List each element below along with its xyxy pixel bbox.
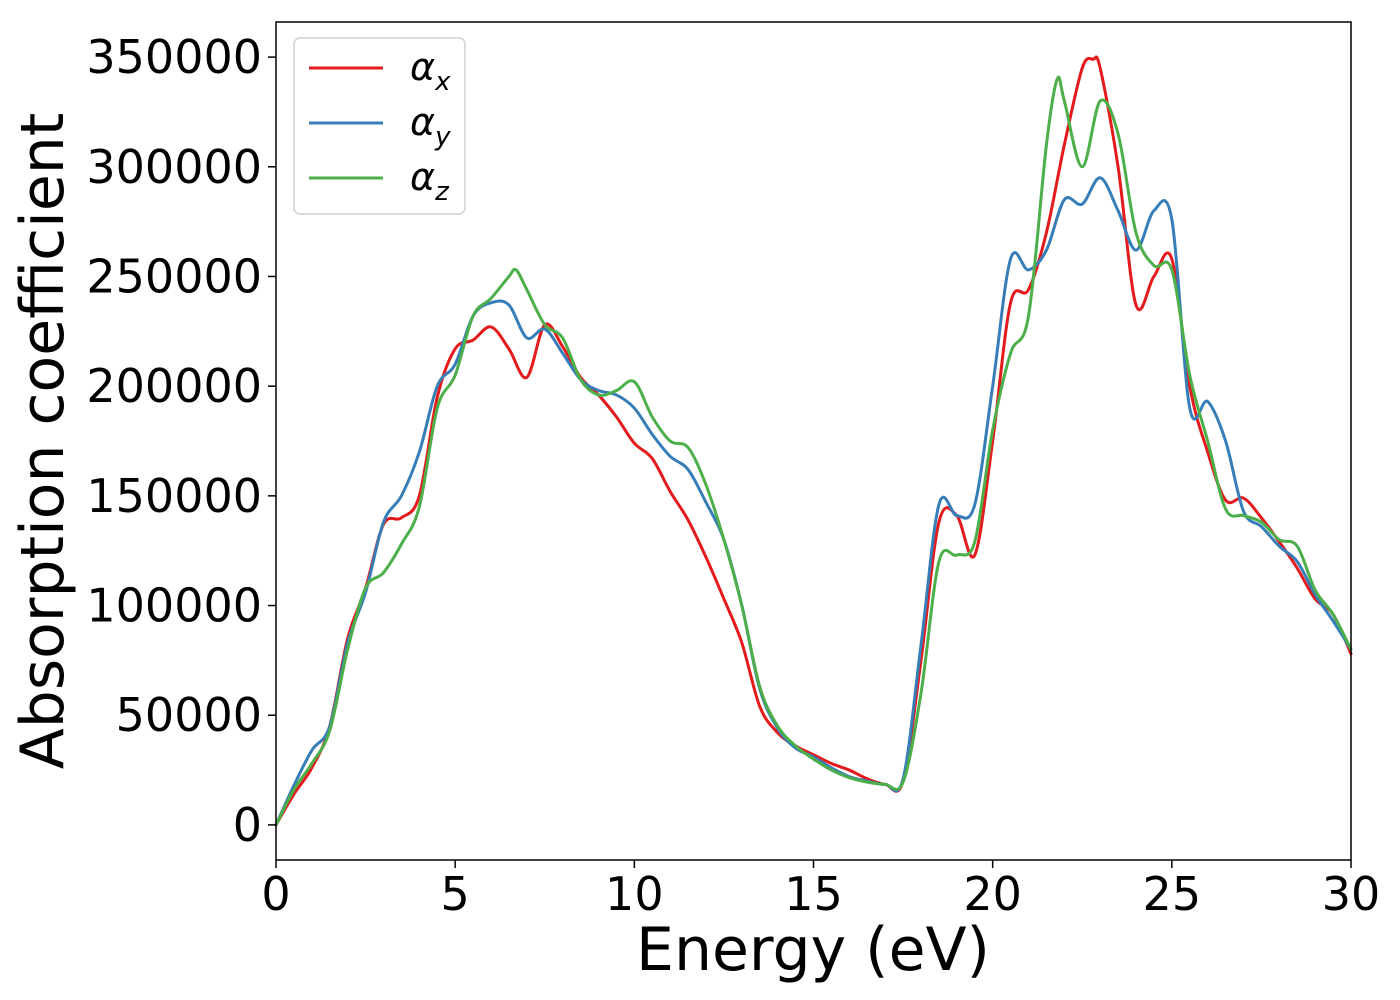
x-ticks: 0 5 10 15 20 25 30	[261, 860, 1380, 921]
y-tick-label: 50000	[116, 688, 262, 742]
y-tick-label: 0	[233, 798, 262, 852]
y-tick-label: 250000	[86, 249, 262, 303]
legend-label-z: αz	[410, 155, 450, 207]
x-tick-label: 0	[261, 867, 290, 921]
series-line-y	[274, 176, 1353, 827]
x-tick-label: 15	[784, 867, 843, 921]
legend-label-x: αx	[410, 45, 451, 97]
series-line-x	[274, 55, 1353, 827]
y-tick-label: 200000	[86, 359, 262, 413]
y-tick-label: 300000	[86, 140, 262, 194]
y-ticks: 0 50000 100000 150000 200000 250000 300000 3500…	[86, 30, 276, 852]
legend-box	[293, 37, 466, 215]
series-layer	[274, 55, 1353, 827]
y-axis-label: Absorption coefficient	[8, 113, 78, 770]
x-tick-label: 10	[605, 867, 664, 921]
x-tick-label: 20	[963, 867, 1022, 921]
series-line-z	[274, 75, 1353, 827]
x-tick-label: 30	[1322, 867, 1381, 921]
x-axis-label: Energy (eV)	[636, 915, 990, 985]
y-tick-label: 350000	[86, 30, 262, 84]
x-tick-label: 25	[1143, 867, 1202, 921]
y-tick-label: 100000	[86, 579, 262, 633]
x-tick-label: 5	[441, 867, 470, 921]
legend-label-y: αy	[410, 100, 451, 152]
y-tick-label: 150000	[86, 469, 262, 523]
